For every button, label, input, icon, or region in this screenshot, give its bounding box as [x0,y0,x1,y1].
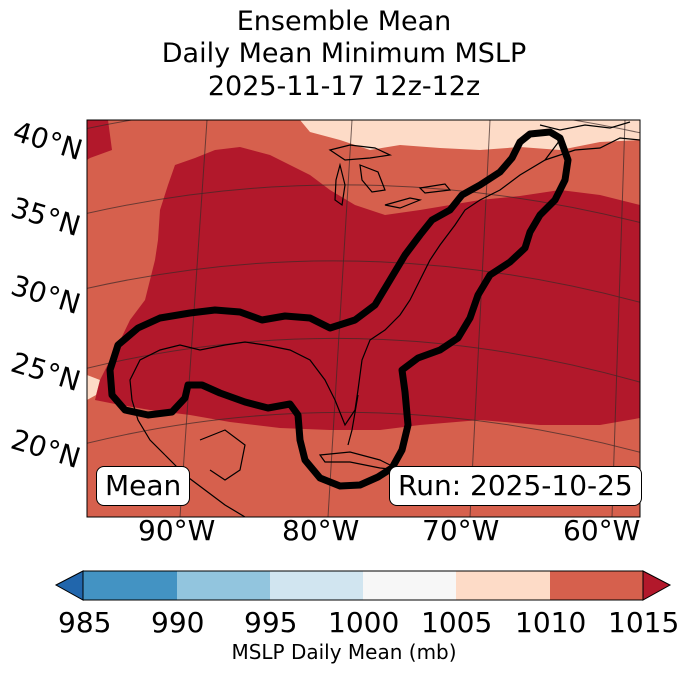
graticule-lon-70 [469,120,491,517]
colorbar-tick-985: 985 [58,606,112,639]
coastline-great-lakes-erie [384,197,423,209]
coastline-yucatan [199,429,246,481]
mean-label-box: Mean [96,466,191,506]
field-1005-1010-north [300,120,640,150]
colorbar-tick-1000: 1000 [328,606,400,639]
coastline-great-lakes-ontario [418,183,452,194]
lon-label-90: 90°W [138,514,216,547]
colorbar-tick-1015: 1015 [608,606,680,639]
graticule-lat-30 [87,260,640,303]
lon-label-60: 60°W [563,514,641,547]
field-over-1015-main [95,147,640,430]
lon-label-70: 70°W [422,514,500,547]
coastline-gulf-st-lawrence [539,121,631,131]
field-1005-1010-southwest [87,375,100,400]
title-line-2: Daily Mean Minimum MSLP [161,38,527,69]
graticule-lat-20 [87,411,640,453]
coastline-great-lakes-michigan [334,162,346,207]
coastline-florida [347,394,359,446]
colorbar-1010-1015 [550,571,643,600]
colorbar-under [54,570,84,601]
graticule [87,120,640,517]
map-frame [86,119,641,518]
colorbar-tick-995: 995 [244,606,298,639]
field-over-1015 [87,120,112,160]
colorbar-label: MSLP Daily Mean (mb) [231,640,457,664]
graticule-lon-60 [611,120,626,517]
colorbar-tick-990: 990 [151,606,205,639]
colorbar-frame [82,570,644,601]
lon-label-80: 80°W [282,514,360,547]
graticule-lon-80 [327,120,353,517]
coastline-great-lakes-superior [328,144,393,161]
graticule-lon-90 [179,120,208,517]
graticule-lat-25 [87,337,640,383]
run-date-box: Run: 2025-10-25 [389,466,642,506]
coastline-us-east [129,139,561,456]
contour-outline [106,128,572,490]
title-line-1: Ensemble Mean [236,6,452,37]
colorbar-995-1000 [270,571,363,600]
map-field [87,120,640,517]
colorbar-tick-1005: 1005 [421,606,493,639]
colorbar-over [642,570,672,601]
colorbar-1005-1010 [456,571,550,600]
colorbar-tick-1010: 1010 [515,606,587,639]
colorbar-1000-1005 [363,571,456,600]
colorbar-990-995 [177,571,270,600]
coastline-great-lakes-huron [359,164,386,193]
graticule-lat-35 [87,184,640,224]
colorbar-985-990 [83,571,177,600]
title-line-3: 2025-11-17 12z-12z [207,71,481,102]
